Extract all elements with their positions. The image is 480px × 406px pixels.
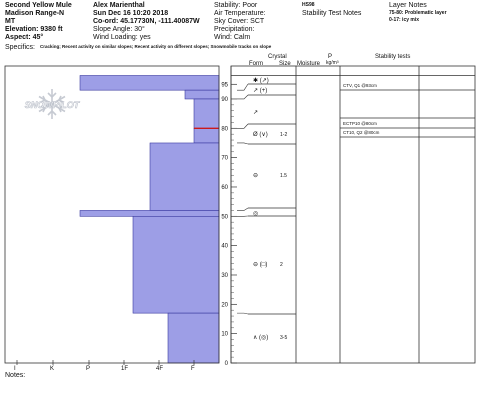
size-header: Size	[279, 61, 291, 67]
layer-connector	[237, 94, 249, 100]
layer-size: 2	[280, 262, 283, 268]
height-ticks: 95 90 80 70 60 50 40 30 20 10 0	[221, 82, 237, 367]
state: MT	[5, 18, 16, 25]
hardness-tick-label: P	[86, 366, 91, 372]
height-tick-label: 95	[221, 82, 228, 88]
height-tick-label: 50	[221, 214, 228, 220]
layer-form: ◎	[253, 211, 259, 217]
hardness-tick-label: I	[14, 366, 16, 372]
hardness-profile	[79, 75, 220, 364]
observer-name: Alex Marienthal	[93, 2, 145, 9]
sky-cover: Sky Cover: SCT	[214, 18, 265, 25]
layer-connector	[237, 312, 249, 315]
height-tick-label: 80	[221, 126, 228, 132]
stability-rating: Stability: Poor	[214, 2, 258, 9]
precipitation: Precipitation:	[214, 26, 255, 33]
layer-form: ✱ (↗)	[253, 78, 269, 84]
stability-test: CTV, Q1 @93cm	[343, 83, 377, 88]
observation-date: Sun Dec 16 10:20 2018	[93, 10, 169, 17]
stability-test: CT10, Q2 @80cm	[343, 130, 380, 135]
hardness-tick-label: 1F	[121, 366, 129, 372]
layer-connector	[237, 83, 249, 91]
height-tick-label: 30	[221, 273, 228, 279]
height-tick-label: 10	[221, 332, 228, 338]
aspect: Aspect: 45°	[5, 34, 44, 41]
coordinates: Co-ord: 45.17730N, -111.40087W	[93, 18, 200, 25]
hardness-tick-label: 4F	[156, 366, 164, 372]
layer-table-frame	[230, 65, 476, 364]
layer-connector	[237, 207, 249, 211]
layer-table-rows	[231, 75, 475, 315]
hardness-layer-bar	[184, 89, 220, 100]
crystal-header: Crystal	[268, 54, 287, 60]
wind-loading: Wind Loading: yes	[93, 34, 151, 41]
air-temperature: Air Temperature:	[214, 10, 266, 17]
layer-note: 75-80: Problematic layer	[389, 10, 447, 16]
height-tick-label: 40	[221, 244, 228, 250]
slope-name: Second Yellow Mule	[5, 2, 72, 9]
hardness-tick-label: K	[50, 366, 55, 372]
height-tick-label: 90	[221, 97, 228, 103]
hardness-layer-bar	[167, 312, 220, 364]
slope-angle: Slope Angle: 30°	[93, 26, 145, 33]
chart-frame	[4, 65, 220, 364]
density-header: kg/m³	[326, 60, 339, 66]
layer-form: ∧ (◎)	[253, 335, 269, 341]
watermark-text: SNOWPILOT	[25, 100, 81, 110]
range-name: Madison Range-N	[5, 10, 65, 17]
height-tick-label: 60	[221, 185, 228, 191]
layer-size: 3-5	[280, 335, 288, 341]
specifics-text: Cracking; Recent activity on similar slo…	[40, 44, 272, 49]
layer-size: 1.5	[280, 173, 287, 179]
hardness-layer-bar	[132, 216, 220, 314]
layer-form: ↗	[253, 110, 259, 116]
hardness-layer-bar	[193, 128, 220, 144]
hardness-layer-bar	[193, 98, 220, 129]
layer-connector	[237, 123, 249, 129]
notes-label: Notes:	[5, 372, 26, 379]
wind: Wind: Calm	[214, 34, 251, 41]
layer-form: ⊖	[253, 173, 259, 179]
elevation: Elevation: 9380 ft	[5, 26, 63, 33]
p-header: P	[328, 54, 333, 60]
height-tick-label: 20	[221, 302, 228, 308]
layer-size: 1-2	[280, 132, 288, 138]
layer-connector	[237, 142, 249, 145]
layer-notes-label: Layer Notes	[389, 2, 427, 9]
specifics-label: Specifics:	[5, 44, 35, 51]
layer-form: Ø (∨)	[253, 132, 268, 138]
height-tick-label: 0	[225, 361, 229, 367]
total-snow-depth: HS98	[302, 2, 315, 8]
form-header: Form	[249, 61, 263, 67]
hardness-tick-label: F	[191, 366, 195, 372]
hardness-layer-bar	[149, 142, 220, 211]
stability-tests-header: Stability tests	[375, 54, 411, 60]
hardness-layer-bar	[79, 75, 220, 91]
height-tick-label: 70	[221, 156, 228, 162]
stability-test-rows	[340, 89, 475, 138]
stability-test: ECTP10 @80cm	[343, 121, 377, 126]
layer-form: ⊖ (□)	[253, 262, 268, 268]
moisture-header: Moisture	[297, 61, 321, 67]
layer-note: 0-17: icy mix	[389, 17, 420, 23]
snowflake-icon	[38, 89, 66, 119]
stability-test-notes-label: Stability Test Notes	[302, 10, 362, 17]
hardness-layer-bar	[79, 210, 220, 217]
layer-form: ↗ (+)	[253, 88, 268, 94]
